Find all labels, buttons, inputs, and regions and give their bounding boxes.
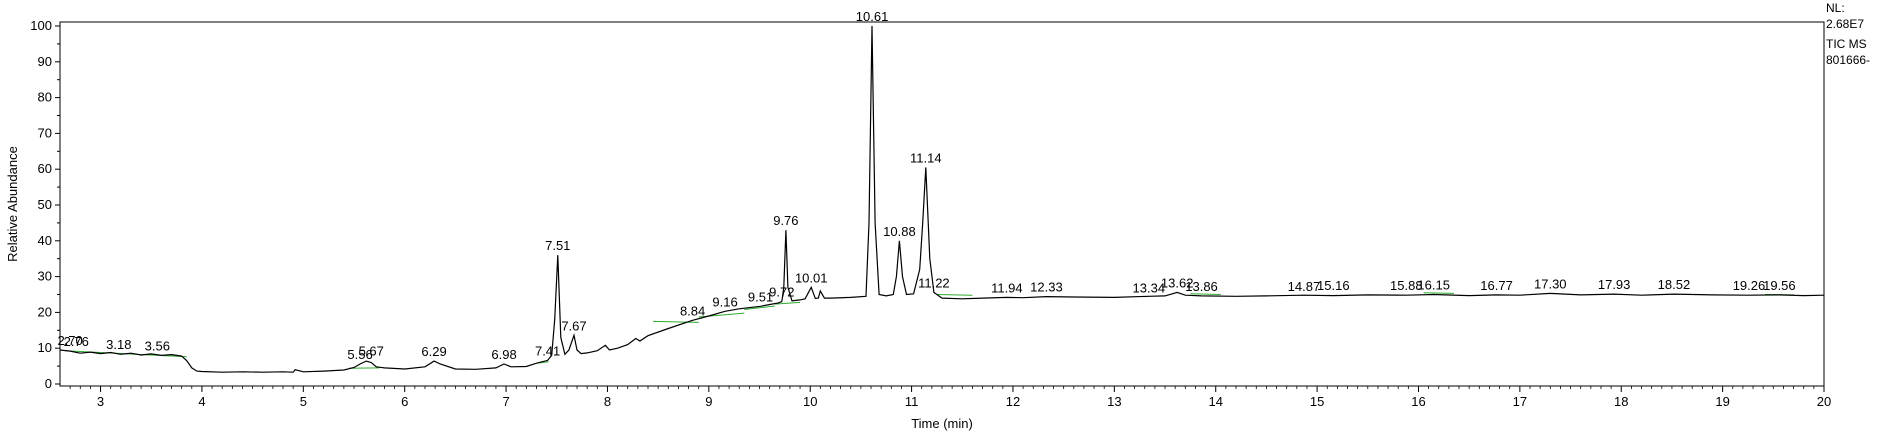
peak-label: 13.34 (1133, 280, 1166, 295)
x-tick-label: 3 (97, 394, 104, 409)
scan-type: TIC MS (1826, 37, 1867, 51)
y-tick-label: 70 (38, 125, 52, 140)
peak-label: 6.98 (491, 347, 516, 362)
x-tick-label: 18 (1614, 394, 1628, 409)
y-tick-label: 50 (38, 197, 52, 212)
peak-label: 10.01 (795, 270, 828, 285)
integration-baseline (1190, 293, 1221, 295)
x-tick-label: 4 (198, 394, 205, 409)
x-tick-label: 10 (803, 394, 817, 409)
peak-label: 19.56 (1763, 278, 1796, 293)
peak-label: 5.67 (359, 343, 384, 358)
peak-label: 9.76 (773, 213, 798, 228)
peak-label: 18.52 (1658, 277, 1691, 292)
x-axis-label: Time (min) (911, 416, 973, 431)
integration-baseline (744, 305, 775, 311)
plot-frame (59, 21, 1825, 387)
peak-label: 12.33 (1030, 280, 1063, 295)
x-tick-label: 9 (705, 394, 712, 409)
x-tick-label: 13 (1107, 394, 1121, 409)
x-tick-label: 12 (1006, 394, 1020, 409)
y-tick-label: 10 (38, 340, 52, 355)
integration-baseline (936, 294, 973, 296)
peak-label: 3.18 (106, 337, 131, 352)
y-tick-label: 0 (45, 376, 52, 391)
peak-label: 17.93 (1598, 277, 1631, 292)
peak-label: 15.16 (1317, 278, 1350, 293)
peak-label: 7.51 (545, 238, 570, 253)
peak-label: 13.62 (1161, 275, 1194, 290)
x-tick-label: 16 (1411, 394, 1425, 409)
peak-label: 11.14 (910, 150, 942, 165)
x-tick-label: 11 (905, 394, 919, 409)
peak-label: 7.67 (561, 318, 586, 333)
nl-value: 2.68E7 (1826, 17, 1865, 31)
integration-baseline (774, 301, 801, 305)
peak-label: 19.26 (1733, 278, 1766, 293)
y-tick-label: 80 (38, 90, 52, 105)
peak-label: 8.84 (680, 303, 705, 318)
nl-label: NL: (1826, 1, 1845, 15)
peak-label: 11.22 (918, 275, 950, 290)
peak-labels: 2.702.76 3.18 3.56 5.565.67 6.29 6.98 7.41 7.51… (57, 9, 1795, 362)
y-axis-label: Relative Abundance (5, 146, 20, 262)
peak-label: 3.56 (145, 338, 170, 353)
x-tick-label: 5 (300, 394, 307, 409)
peak-label: 14.87 (1288, 279, 1321, 294)
x-tick-label: 7 (502, 394, 509, 409)
peak-label: 15.88 (1390, 278, 1423, 293)
y-tick-label: 90 (38, 54, 52, 69)
integration-baseline (1423, 292, 1454, 294)
peak-label: 17.30 (1534, 276, 1567, 291)
peak-label: 10.88 (883, 224, 916, 239)
peak-label: 9.51 (748, 289, 773, 304)
x-tick-label: 20 (1817, 394, 1831, 409)
peak-label: 10.61 (856, 9, 889, 24)
x-tick-label: 17 (1513, 394, 1527, 409)
x-tick-label: 6 (401, 394, 408, 409)
peak-label: 5.56 (347, 347, 372, 362)
peak-label: 9.72 (769, 285, 794, 300)
tic-trace-line (59, 25, 1825, 373)
peak-label: 7.41 (535, 343, 560, 358)
y-tick-label: 100 (30, 18, 52, 33)
y-tick-label: 60 (38, 161, 52, 176)
x-tick-label: 19 (1715, 394, 1729, 409)
peak-label: 13.86 (1185, 279, 1218, 294)
y-tick-label: 20 (38, 304, 52, 319)
x-tick-label: 8 (604, 394, 611, 409)
peak-label: 2.76 (64, 334, 89, 349)
peak-label: 16.77 (1480, 278, 1513, 293)
sample-name: 801666- (1826, 53, 1871, 67)
x-tick-label: 15 (1310, 394, 1324, 409)
x-axis: 3 4 5 6 7 8 9 10 11 12 13 14 15 16 17 18 19 20 (69, 386, 1831, 409)
peak-label: 6.29 (421, 344, 446, 359)
peak-label: 9.16 (712, 294, 737, 309)
x-tick-label: 14 (1208, 394, 1222, 409)
integration-baseline (653, 320, 699, 323)
y-tick-label: 30 (38, 269, 52, 284)
y-tick-label: 40 (38, 233, 52, 248)
peak-label: 11.94 (991, 280, 1023, 295)
peak-label: 16.15 (1417, 278, 1450, 293)
peak-label: 2.70 (57, 333, 82, 348)
y-axis: 0 10 20 30 40 50 60 70 80 90 100 (30, 18, 60, 391)
